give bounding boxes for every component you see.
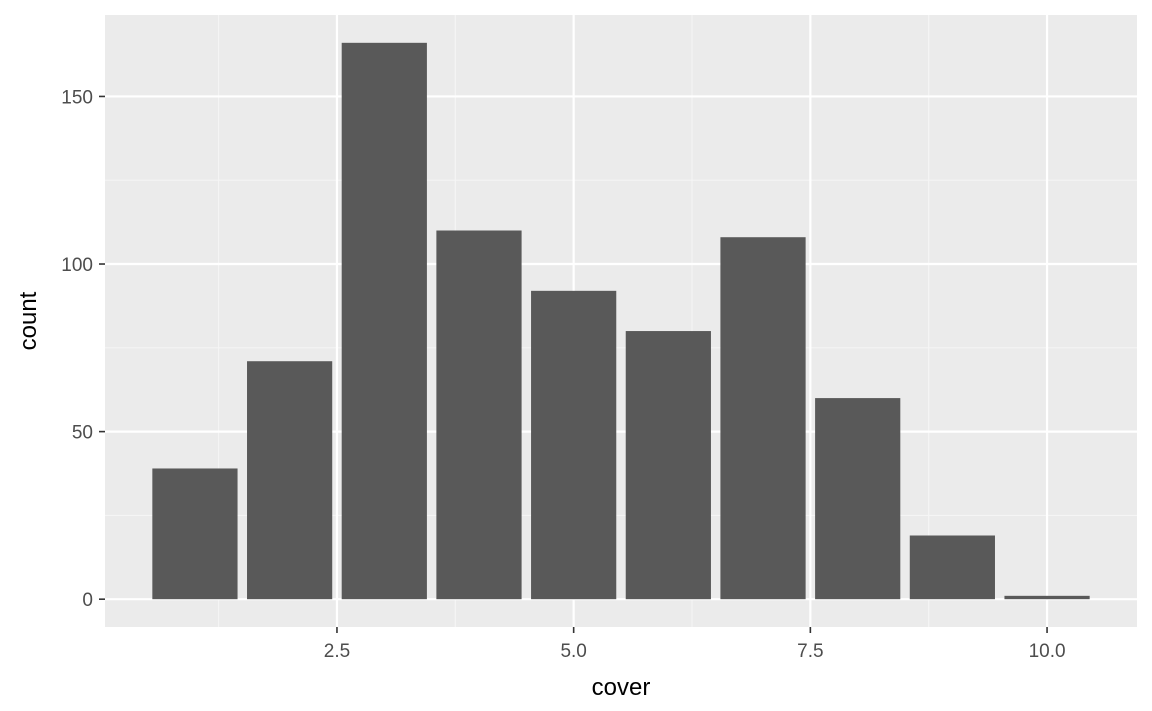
bar [341,42,427,600]
x-axis: 2.5 5.0 7.5 10.0 [324,627,1066,662]
bar [152,468,238,600]
x-tick-label: 2.5 [324,641,350,662]
x-tick-label: 7.5 [797,641,823,662]
x-axis-title: cover [592,674,651,701]
y-tick-label: 0 [82,590,93,611]
bar [625,331,711,600]
y-tick-label: 50 [72,423,93,444]
y-tick-label: 100 [61,255,93,276]
x-tick-label: 5.0 [560,641,586,662]
y-tick-label: 150 [61,87,93,108]
y-axis-title: count [15,291,42,350]
x-tick-label: 10.0 [1029,641,1066,662]
bar [815,398,901,600]
y-axis: 0 50 100 150 [61,87,105,611]
bar [247,361,333,600]
bars [152,42,1090,600]
bar [1004,595,1090,600]
bar [720,237,806,600]
bar [909,535,995,600]
bar [436,230,522,600]
bar [531,290,617,600]
